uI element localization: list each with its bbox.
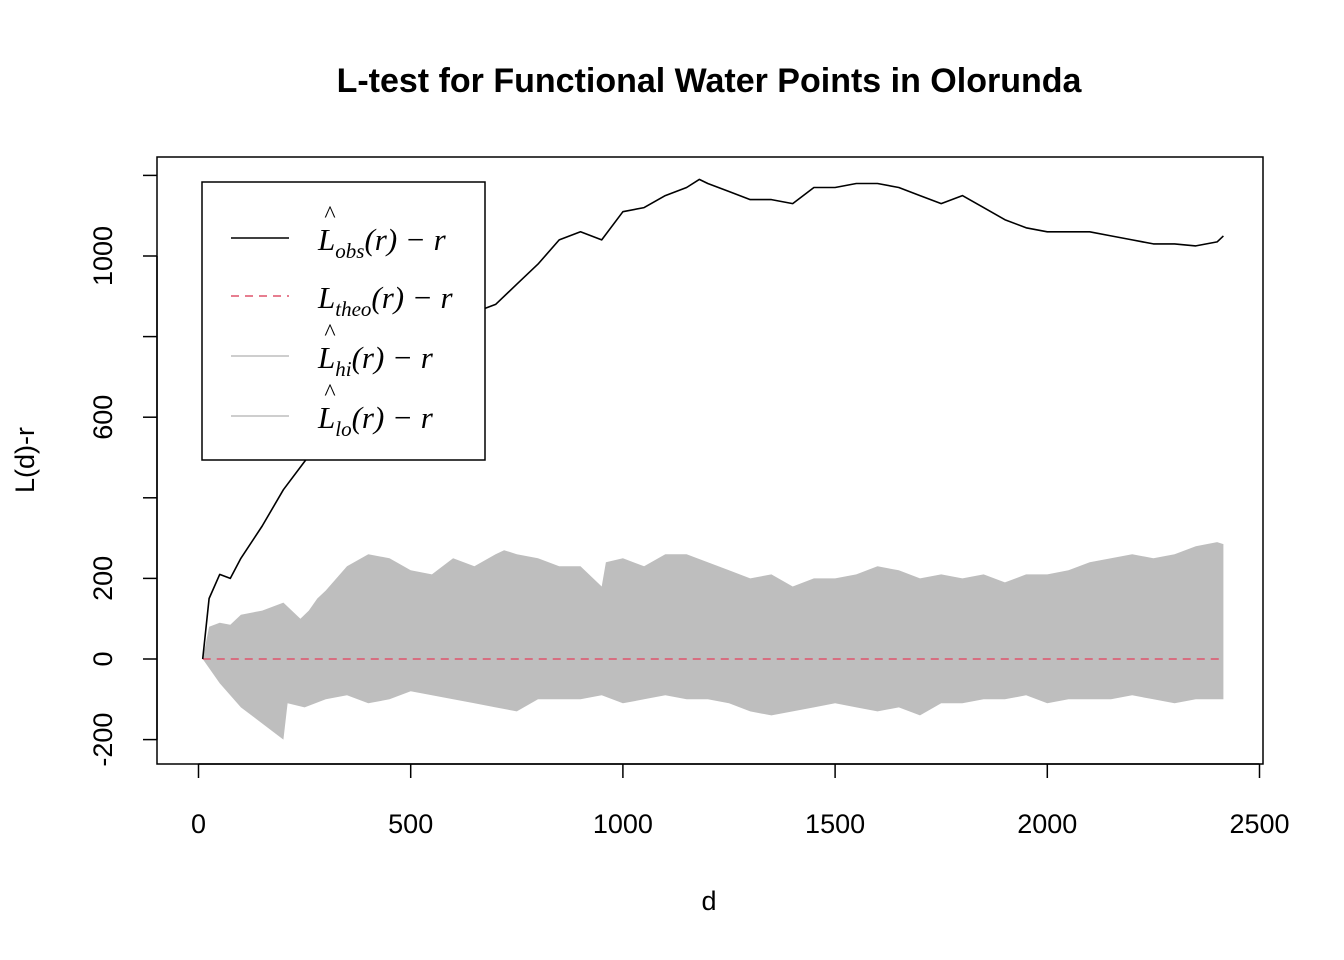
legend-tail: (r) − r bbox=[352, 340, 434, 375]
x-axis: 0 500 1000 1500 2000 2500 bbox=[191, 763, 1290, 839]
legend-subscript: hi bbox=[335, 357, 352, 381]
x-tick-label: 2500 bbox=[1229, 809, 1289, 839]
legend-box bbox=[201, 181, 486, 461]
legend-hat: ^ bbox=[324, 202, 335, 228]
legend-tail: (r) − r bbox=[352, 400, 434, 435]
envelope-band bbox=[202, 542, 1224, 740]
legend-label-obs: Lobs(r) − r bbox=[317, 222, 447, 263]
legend-main: L bbox=[317, 400, 335, 435]
legend-subscript: obs bbox=[335, 239, 364, 263]
x-tick-label: 2000 bbox=[1017, 809, 1077, 839]
legend-subscript: lo bbox=[335, 417, 351, 441]
y-tick-label: 0 bbox=[88, 651, 118, 666]
legend-hat: ^ bbox=[324, 320, 335, 346]
y-axis-label: L(d)-r bbox=[10, 427, 40, 493]
legend-tail: (r) − r bbox=[371, 280, 453, 315]
legend-main: L bbox=[317, 222, 335, 257]
legend-label-hi: Lhi(r) − r bbox=[317, 340, 434, 381]
y-tick-label: 600 bbox=[88, 395, 118, 440]
legend-subscript: theo bbox=[335, 297, 371, 321]
legend-label-theo: Ltheo(r) − r bbox=[317, 280, 454, 321]
y-tick-label: 1000 bbox=[88, 226, 118, 286]
legend-main: L bbox=[317, 280, 335, 315]
legend-label-lo: Llo(r) − r bbox=[317, 400, 434, 441]
x-tick-label: 1000 bbox=[593, 809, 653, 839]
y-tick-label: 200 bbox=[88, 556, 118, 601]
legend-hat: ^ bbox=[324, 380, 335, 406]
x-tick-label: 500 bbox=[388, 809, 433, 839]
legend-main: L bbox=[317, 340, 335, 375]
x-tick-label: 0 bbox=[191, 809, 206, 839]
chart-title: L-test for Functional Water Points in Ol… bbox=[337, 62, 1083, 100]
legend-tail: (r) − r bbox=[364, 222, 446, 257]
x-tick-label: 1500 bbox=[805, 809, 865, 839]
y-tick-label: -200 bbox=[88, 713, 118, 767]
y-axis: -200 0 200 600 1000 bbox=[88, 174, 158, 767]
x-axis-label: d bbox=[701, 886, 716, 916]
